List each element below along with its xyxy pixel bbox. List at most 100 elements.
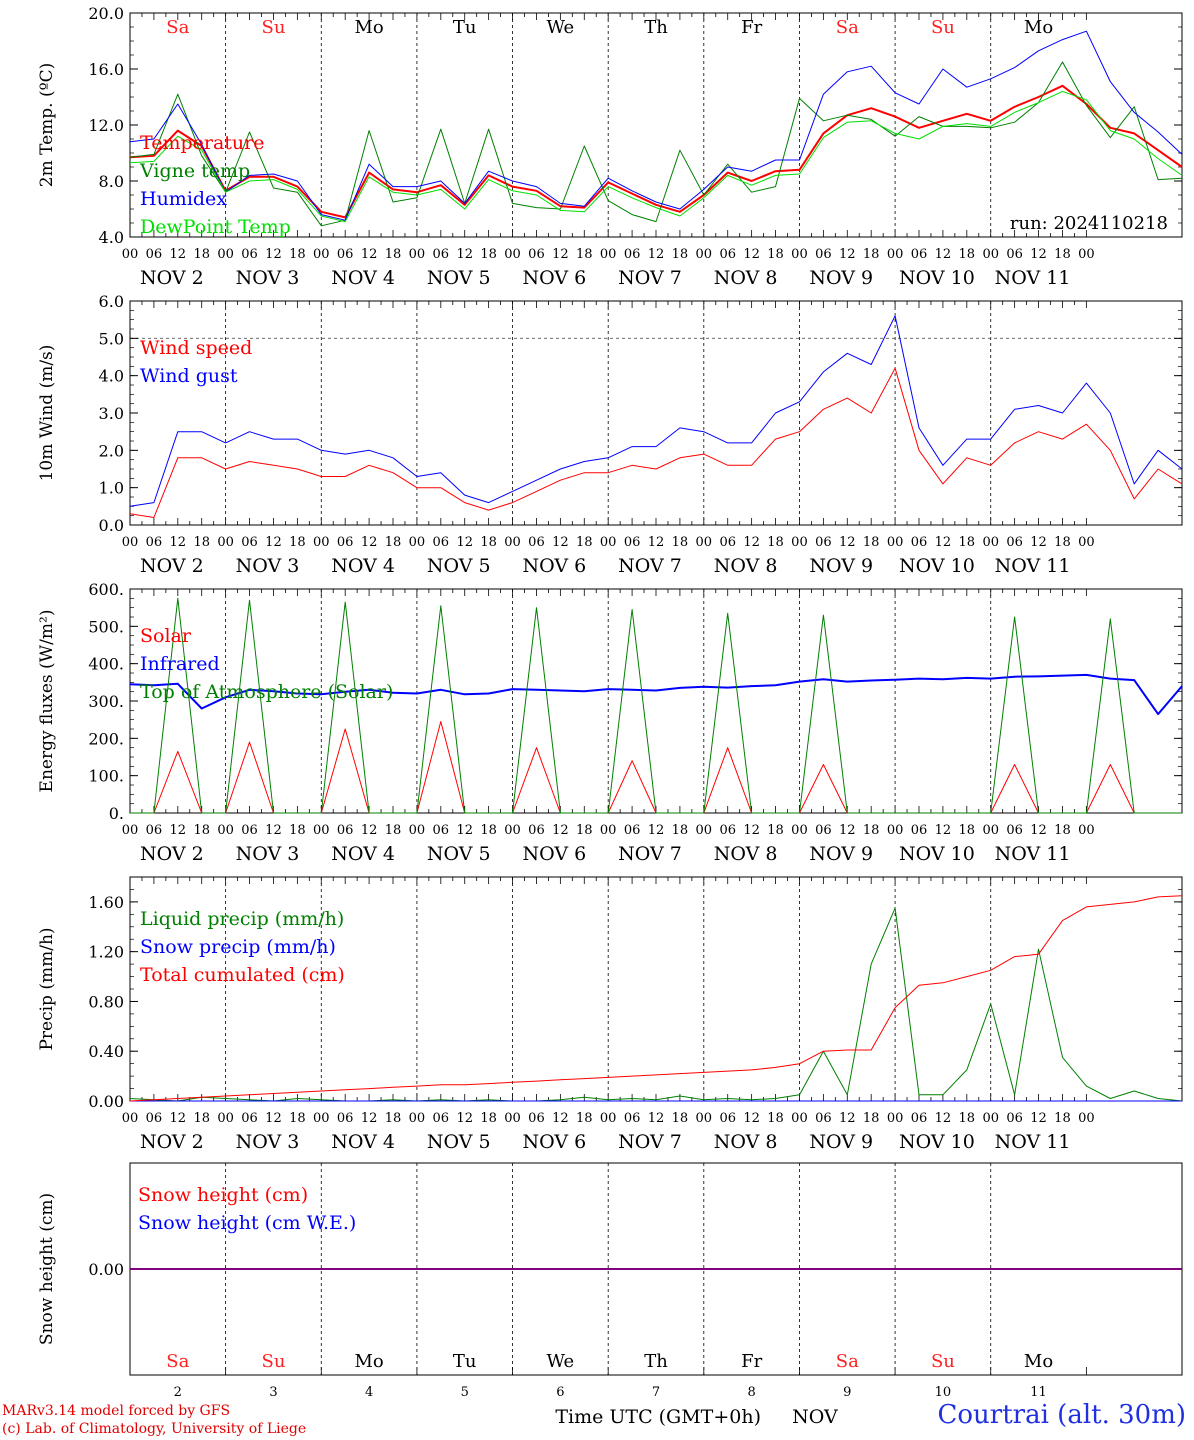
date-label: NOV 5: [427, 843, 491, 865]
hour-tick-label: 18: [385, 247, 402, 262]
hour-tick-label: 06: [719, 535, 736, 550]
series-wind-speed: [129, 367, 1183, 518]
hour-tick-label: 18: [1054, 535, 1071, 550]
y-tick-label: 4.0: [99, 367, 124, 386]
hour-tick-label: 06: [624, 535, 641, 550]
hour-tick-label: 00: [504, 247, 521, 262]
hour-tick-label: 00: [409, 1111, 426, 1126]
date-label: NOV 8: [714, 1131, 778, 1153]
hour-tick-label: 18: [193, 535, 210, 550]
date-label: NOV 3: [236, 843, 300, 865]
panel-precip: 0.00 0.40 0.80 1.20 1.60 Precip (mm/h) Liquid …: [37, 876, 1183, 1153]
hour-tick-label: 06: [528, 1111, 545, 1126]
hour-tick-label: 18: [863, 247, 880, 262]
x-axis-label: Time UTC (GMT+0h): [555, 1406, 761, 1428]
hour-tick-label: 06: [624, 247, 641, 262]
hour-tick-label: 18: [767, 535, 784, 550]
weekday-label: Th: [644, 1351, 668, 1372]
hour-tick-label: 06: [719, 1111, 736, 1126]
hour-tick-label: 12: [1030, 535, 1047, 550]
hour-tick-label: 00: [696, 823, 713, 838]
date-label: NOV 6: [523, 267, 587, 289]
legend-entry: Wind gust: [140, 365, 238, 387]
hour-tick-label: 18: [576, 535, 593, 550]
hour-tick-label: 12: [552, 247, 569, 262]
hour-tick-label: 06: [433, 1111, 450, 1126]
weekday-label: Fr: [741, 17, 762, 38]
legend-entry: Snow height (cm W.E.): [138, 1212, 356, 1234]
hour-tick-label: 06: [719, 247, 736, 262]
date-label: NOV 6: [523, 1131, 587, 1153]
hour-tick-label: 18: [480, 1111, 497, 1126]
date-label: NOV 4: [331, 555, 395, 577]
hour-tick-label: 12: [170, 247, 187, 262]
hour-tick-label: 00: [600, 247, 617, 262]
date-label: NOV 5: [427, 267, 491, 289]
hour-tick-label: 18: [959, 535, 976, 550]
hour-tick-label: 18: [576, 823, 593, 838]
hour-tick-label: 00: [791, 1111, 808, 1126]
hour-tick-label: 00: [600, 823, 617, 838]
date-label: NOV 8: [714, 267, 778, 289]
hour-tick-label: 06: [241, 247, 258, 262]
y-tick-label: 0.00: [88, 1092, 124, 1111]
series-vigne-temp: [129, 61, 1183, 227]
hour-tick-label: 00: [504, 535, 521, 550]
hour-tick-label: 12: [648, 247, 665, 262]
date-label: NOV 10: [899, 1131, 975, 1153]
hour-tick-label: 06: [241, 1111, 258, 1126]
run-label: run: 2024110218: [1010, 213, 1168, 234]
y-tick-label: 500.: [88, 617, 124, 636]
hour-tick-label: 12: [935, 535, 952, 550]
hour-tick-label: 12: [839, 1111, 856, 1126]
hour-tick-label: 18: [767, 247, 784, 262]
weekday-label: Sa: [166, 17, 189, 38]
panel-temp: 4.0 8.0 12.0 16.0 20.0 2m Temp. (ºC) Temperatu…: [37, 4, 1183, 289]
series-humidex: [129, 30, 1183, 221]
date-label: NOV 3: [236, 267, 300, 289]
weekday-label: Su: [261, 17, 285, 38]
hour-tick-label: 00: [1078, 247, 1095, 262]
hour-tick-label: 18: [767, 823, 784, 838]
date-label: NOV 9: [809, 843, 873, 865]
hour-tick-label: 18: [1054, 823, 1071, 838]
date-label: NOV 8: [714, 555, 778, 577]
hour-tick-label: 18: [193, 823, 210, 838]
hour-tick-label: 12: [648, 823, 665, 838]
hour-tick-label: 18: [959, 1111, 976, 1126]
hour-tick-label: 12: [743, 247, 760, 262]
hour-tick-label: 00: [982, 535, 999, 550]
hour-tick-label: 18: [576, 1111, 593, 1126]
hour-tick-label: 00: [122, 1111, 139, 1126]
y-tick-label: 12.0: [88, 116, 124, 135]
hour-tick-label: 18: [863, 823, 880, 838]
hour-tick-label: 12: [1030, 823, 1047, 838]
hour-tick-label: 12: [456, 1111, 473, 1126]
hour-tick-label: 12: [1030, 1111, 1047, 1126]
y-tick-label: 6.0: [99, 292, 124, 311]
legend-entry: DewPoint Temp: [140, 216, 291, 238]
day-number-label: 9: [843, 1385, 851, 1400]
date-label: NOV 2: [140, 555, 204, 577]
panel-snow: 0.00 Snow height (cm) Snow height (cm) Snow…: [37, 1162, 1183, 1428]
y-axis-label: 10m Wind (m/s): [37, 345, 57, 482]
hour-tick-label: 00: [409, 247, 426, 262]
hour-tick-label: 12: [170, 1111, 187, 1126]
y-tick-label: 5.0: [99, 329, 124, 348]
date-label: NOV 7: [618, 1131, 682, 1153]
date-label: NOV 11: [995, 555, 1071, 577]
hour-tick-label: 00: [313, 1111, 330, 1126]
hour-tick-label: 06: [624, 1111, 641, 1126]
legend-entry: Liquid precip (mm/h): [140, 908, 344, 930]
hour-tick-label: 00: [982, 1111, 999, 1126]
day-number-label: 7: [652, 1385, 660, 1400]
hour-tick-label: 18: [385, 823, 402, 838]
date-label: NOV 3: [236, 555, 300, 577]
weekday-label: Sa: [166, 1351, 189, 1372]
legend-entry: Temperature: [140, 132, 264, 154]
hour-tick-label: 00: [1078, 823, 1095, 838]
hour-tick-label: 12: [265, 247, 282, 262]
day-number-label: 11: [1030, 1385, 1047, 1400]
series-wind-gust: [129, 315, 1183, 507]
weekday-label: Tu: [453, 17, 477, 38]
